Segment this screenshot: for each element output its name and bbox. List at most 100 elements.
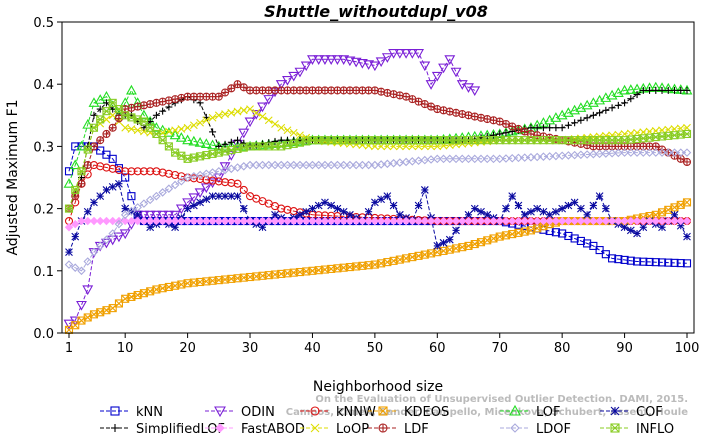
data-point-ldf xyxy=(221,88,230,97)
data-point-fastabod xyxy=(445,216,454,226)
data-point-fastabod xyxy=(152,216,161,226)
data-point-ldf xyxy=(682,157,692,166)
data-point-fastabod xyxy=(333,216,342,226)
data-point-inflo xyxy=(114,105,123,114)
data-point-cof xyxy=(202,195,211,204)
data-point-odin xyxy=(294,67,306,78)
data-point-simplifiedlof xyxy=(502,129,510,137)
data-point-knn xyxy=(608,254,617,263)
legend-item-simplifiedlof: SimplifiedLOF xyxy=(100,422,225,434)
data-point-ldof xyxy=(526,153,536,162)
legend-item-fastabod: FastABOD xyxy=(205,422,305,434)
data-point-ldof xyxy=(445,154,455,164)
data-point-knn xyxy=(670,258,679,267)
data-point-ldof xyxy=(270,160,280,170)
data-point-fastabod xyxy=(195,216,205,226)
data-point-odin xyxy=(444,55,456,65)
data-point-cof xyxy=(639,223,648,232)
data-point-loop xyxy=(227,108,236,117)
data-point-loop xyxy=(289,128,298,137)
data-point-simplifiedlof xyxy=(602,106,610,114)
data-point-loop xyxy=(264,116,273,125)
data-point-cof xyxy=(364,207,373,216)
data-point-cof xyxy=(464,210,473,219)
data-point-odin xyxy=(356,59,368,69)
series-fastabod xyxy=(64,216,692,232)
data-point-ldof xyxy=(551,151,561,161)
data-point-simplifiedlof xyxy=(671,86,679,94)
data-point-loop xyxy=(252,108,261,117)
data-point-odin xyxy=(288,71,300,82)
data-point-inflo xyxy=(64,204,74,213)
plot-area xyxy=(63,49,693,334)
data-point-fastabod xyxy=(245,216,255,226)
data-point-fastabod xyxy=(682,216,692,226)
data-point-ldof xyxy=(314,160,323,170)
legend-item-ldof: LDOF xyxy=(500,422,571,434)
data-point-odin xyxy=(163,210,175,221)
data-point-fastabod xyxy=(158,216,167,226)
legend-swatch-marker xyxy=(509,404,521,416)
data-point-lof xyxy=(63,178,75,188)
data-point-knn xyxy=(570,234,579,243)
data-point-fastabod xyxy=(183,216,192,226)
data-point-ldof xyxy=(351,160,361,170)
data-point-simplifiedlof xyxy=(639,86,647,94)
x-tick-label: 20 xyxy=(179,341,196,356)
data-point-odin xyxy=(313,55,325,65)
data-point-simplifiedlof xyxy=(159,107,167,115)
data-point-loop xyxy=(277,123,286,132)
data-point-ldf xyxy=(483,114,492,124)
data-point-knnw xyxy=(139,167,148,176)
data-point-knn xyxy=(639,257,648,266)
data-point-fastabod xyxy=(214,216,224,226)
data-point-knnw xyxy=(277,204,286,213)
data-point-ldf xyxy=(177,93,186,102)
data-point-fastabod xyxy=(364,216,373,226)
series-inflo xyxy=(64,98,692,213)
data-point-simplifiedlof xyxy=(627,95,635,103)
data-point-odin xyxy=(413,49,425,59)
data-point-knnw xyxy=(171,170,180,180)
data-point-odin xyxy=(200,183,212,194)
data-point-cof xyxy=(214,192,223,201)
data-point-ldf xyxy=(83,161,92,170)
x-tick-label: 50 xyxy=(367,341,384,356)
data-point-lof xyxy=(163,127,175,137)
data-point-ldof xyxy=(245,160,255,170)
data-point-fastabod xyxy=(164,216,174,226)
data-point-simplifiedlof xyxy=(165,103,173,111)
legend: kNN ODIN kNNW KDEOS LOF COF SimplifiedLOF FastA… xyxy=(100,404,674,434)
data-point-inflo xyxy=(77,167,86,176)
data-point-knn xyxy=(108,154,117,163)
data-point-simplifiedlof xyxy=(234,136,242,144)
data-point-cof xyxy=(302,207,311,216)
data-point-ldof xyxy=(676,148,686,157)
data-point-fastabod xyxy=(351,216,361,226)
data-point-ldf xyxy=(433,105,442,114)
data-point-ldof xyxy=(457,154,467,164)
data-point-fastabod xyxy=(102,216,111,226)
data-point-inflo xyxy=(139,117,148,126)
data-point-odin xyxy=(319,55,331,65)
data-point-cof xyxy=(221,192,229,201)
data-point-fastabod xyxy=(108,216,117,226)
legend-item-ldf: LDF xyxy=(368,422,429,434)
data-point-odin xyxy=(375,57,387,68)
data-point-loop xyxy=(208,113,217,122)
data-point-loop xyxy=(246,105,254,113)
data-point-fastabod xyxy=(514,216,523,226)
data-point-cof xyxy=(370,198,379,207)
y-tick-label: 0.5 xyxy=(33,16,54,31)
data-point-ldof xyxy=(651,148,661,157)
legend-item-knn: kNN xyxy=(100,405,163,420)
data-point-knn xyxy=(96,146,105,155)
data-point-lof xyxy=(138,109,150,120)
data-point-odin xyxy=(113,232,125,243)
data-point-cof xyxy=(676,221,685,230)
data-point-fastabod xyxy=(64,223,74,232)
data-point-loop xyxy=(196,118,204,127)
data-point-odin xyxy=(157,210,169,221)
data-point-knn xyxy=(601,250,610,259)
data-point-ldof xyxy=(426,155,436,164)
